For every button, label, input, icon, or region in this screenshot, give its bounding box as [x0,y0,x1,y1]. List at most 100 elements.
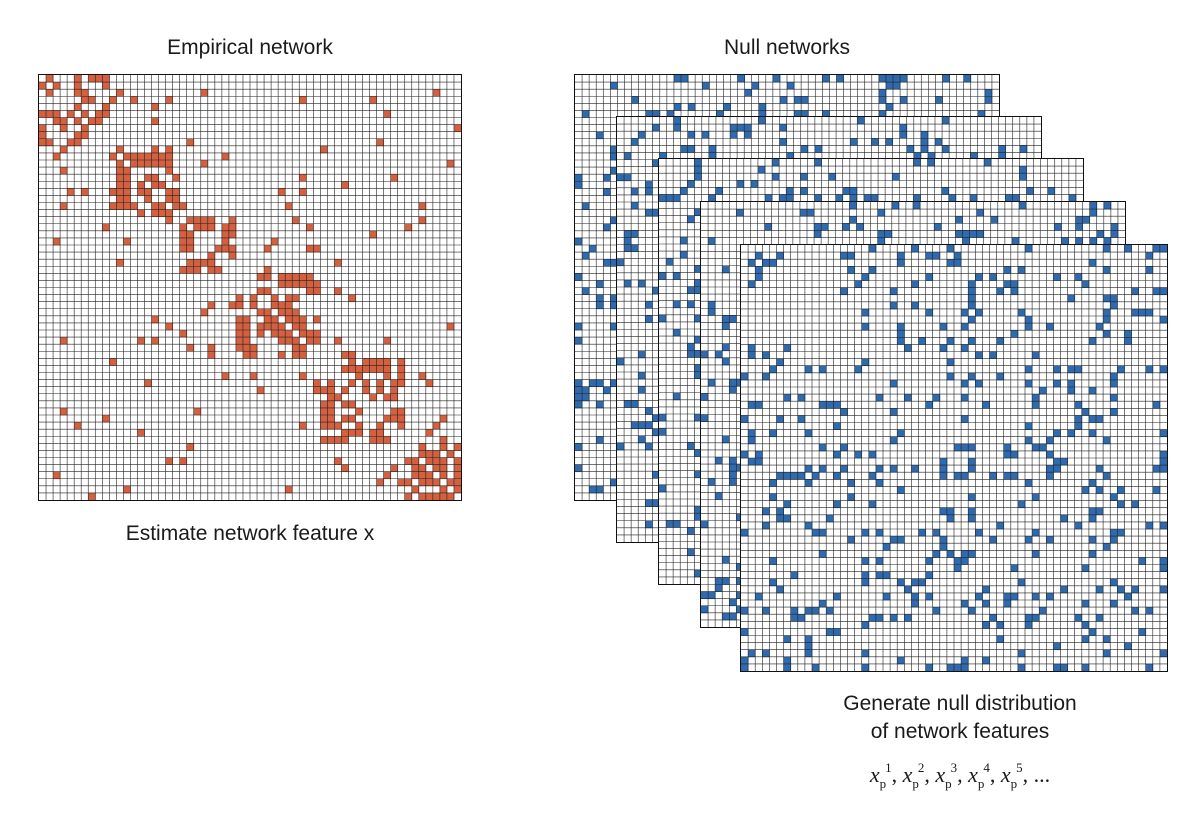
matrix-cell [285,485,293,494]
matrix-cell [1039,607,1047,615]
matrix-cell [961,472,969,480]
matrix-cell [694,159,702,167]
matrix-cell [348,379,356,388]
matrix-cell [116,174,124,182]
matrix-cell [871,138,879,146]
matrix-cell [1017,663,1026,671]
matrix-cell [833,401,841,409]
matrix-cell [617,173,625,182]
matrix-cell [787,82,795,90]
matrix-cell [1046,536,1054,544]
matrix-cell [575,443,583,451]
matrix-cell [939,543,948,551]
matrix-cell [151,202,159,210]
matrix-cell [1046,592,1054,601]
matrix-cell [982,656,990,665]
matrix-cell [755,252,763,260]
matrix-cell [610,216,618,225]
matrix-cell [1110,379,1118,388]
matrix-cell [989,614,997,622]
matrix-cell [673,300,681,309]
matrix-cell [1032,550,1040,558]
matrix-cell [961,550,969,558]
matrix-cell [603,223,611,232]
matrix-cell [446,322,455,331]
matrix-cell [1096,465,1104,473]
matrix-cell [376,429,385,437]
matrix-cell [687,350,695,358]
matrix-cell [975,592,983,601]
matrix-cell [453,464,461,473]
matrix-cell [1010,592,1019,601]
matrix-cell [404,223,413,232]
matrix-cell [376,386,385,395]
matrix-cell [652,209,660,217]
matrix-cell [207,266,216,274]
matrix-cell [292,216,300,225]
matrix-cell [1145,308,1154,317]
matrix-cell [998,152,1007,160]
matrix-cell [897,337,905,345]
matrix-cell [776,472,784,480]
matrix-cell [645,442,653,451]
matrix-cell [165,167,174,175]
matrix-cell [151,117,159,125]
matrix-cell [904,394,912,402]
matrix-cell [74,75,82,83]
matrix-cell [814,223,822,231]
matrix-cell [1011,237,1020,245]
matrix-cell [575,273,583,281]
matrix-cell [819,550,827,558]
matrix-cell [1110,372,1118,381]
matrix-cell [207,351,216,359]
matrix-cell [123,167,131,175]
matrix-cell [652,414,660,422]
matrix-cell [833,472,841,480]
matrix-cell [801,110,809,118]
matrix-cell [1110,600,1118,608]
matrix-cell [969,194,978,202]
matrix-cell [285,202,293,210]
matrix-cell [694,470,702,479]
matrix-cell [1117,500,1125,509]
matrix-cell [885,75,894,83]
matrix-cell [694,314,702,323]
matrix-cell [920,145,929,153]
matrix-cell [299,273,307,281]
matrix-cell [348,294,356,303]
matrix-cell [871,194,879,202]
matrix-cell [977,110,986,118]
matrix-cell [1010,564,1019,572]
matrix-cell [939,323,948,331]
matrix-cell [341,365,349,373]
matrix-cell [1159,564,1167,572]
matrix-cell [1103,330,1111,338]
matrix-cell [750,180,759,188]
matrix-cell [109,202,117,210]
matrix-cell [890,465,898,473]
matrix-cell [897,330,905,338]
matrix-cell [376,422,385,430]
matrix-cell [271,237,279,246]
matrix-cell [264,322,272,331]
matrix-cell [854,280,863,288]
matrix-cell [913,152,922,160]
matrix-cell [948,194,957,202]
matrix-cell [755,450,763,459]
matrix-cell [264,287,272,295]
matrix-cell [1003,600,1012,608]
matrix-cell [221,152,230,161]
matrix-cell [694,364,702,372]
matrix-cell [804,649,813,658]
matrix-cell [1088,536,1097,544]
matrix-cell [596,294,604,303]
matrix-cell [900,96,908,104]
matrix-cell [701,393,709,401]
matrix-cell [575,400,583,409]
matrix-cell [320,415,328,423]
matrix-cell [769,493,777,501]
matrix-cell [762,649,770,658]
matrix-cell [313,280,321,288]
matrix-cell [1124,642,1132,651]
matrix-cell [292,322,300,331]
